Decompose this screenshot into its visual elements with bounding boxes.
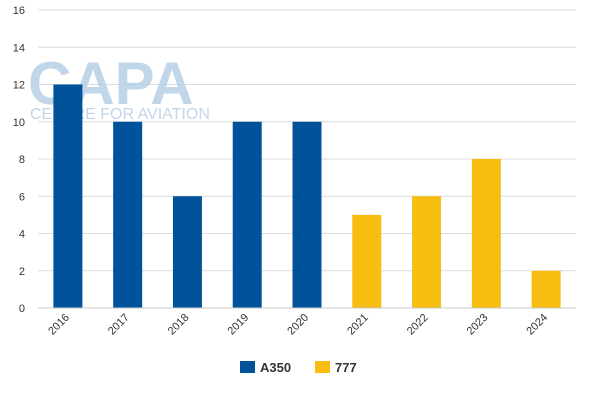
x-tick-label: 2016 <box>46 312 72 338</box>
bar-a350-2019 <box>232 121 262 308</box>
x-tick-label: 2023 <box>465 312 491 338</box>
bar-a350-2020 <box>292 121 322 308</box>
bar-a350-2018 <box>172 196 202 308</box>
bars <box>53 84 561 308</box>
y-tick-label: 10 <box>13 117 25 129</box>
y-tick-label: 4 <box>19 229 25 241</box>
legend-swatch-a350 <box>240 361 255 373</box>
bar-777-2022 <box>412 196 442 308</box>
bar-777-2021 <box>352 214 382 308</box>
bar-777-2023 <box>471 159 501 308</box>
y-tick-label: 2 <box>19 266 25 278</box>
bar-a350-2016 <box>53 84 83 308</box>
x-tick-label: 2022 <box>405 312 431 338</box>
y-tick-label: 0 <box>19 303 25 315</box>
bar-a350-2017 <box>113 121 143 308</box>
x-tick-label: 2024 <box>524 312 550 338</box>
legend-label-777: 777 <box>335 360 357 375</box>
x-tick-label: 2018 <box>166 312 192 338</box>
y-tick-label: 12 <box>13 80 25 92</box>
y-tick-label: 14 <box>13 42 25 54</box>
x-tick-label: 2017 <box>106 312 132 338</box>
x-axis-ticks: 2016 2017 2018 2019 2020 2021 2022 2023 2024 <box>46 312 550 338</box>
legend: A350 777 <box>240 360 357 375</box>
y-axis-ticks: 0 2 4 6 8 10 12 14 16 <box>13 5 25 315</box>
legend-label-a350: A350 <box>260 360 291 375</box>
legend-swatch-777 <box>315 361 330 373</box>
bar-777-2024 <box>531 270 561 308</box>
x-tick-label: 2020 <box>285 312 311 338</box>
y-tick-label: 8 <box>19 154 25 166</box>
y-tick-label: 6 <box>19 191 25 203</box>
x-tick-label: 2019 <box>226 312 252 338</box>
y-tick-label: 16 <box>13 5 25 17</box>
x-tick-label: 2021 <box>345 312 371 338</box>
